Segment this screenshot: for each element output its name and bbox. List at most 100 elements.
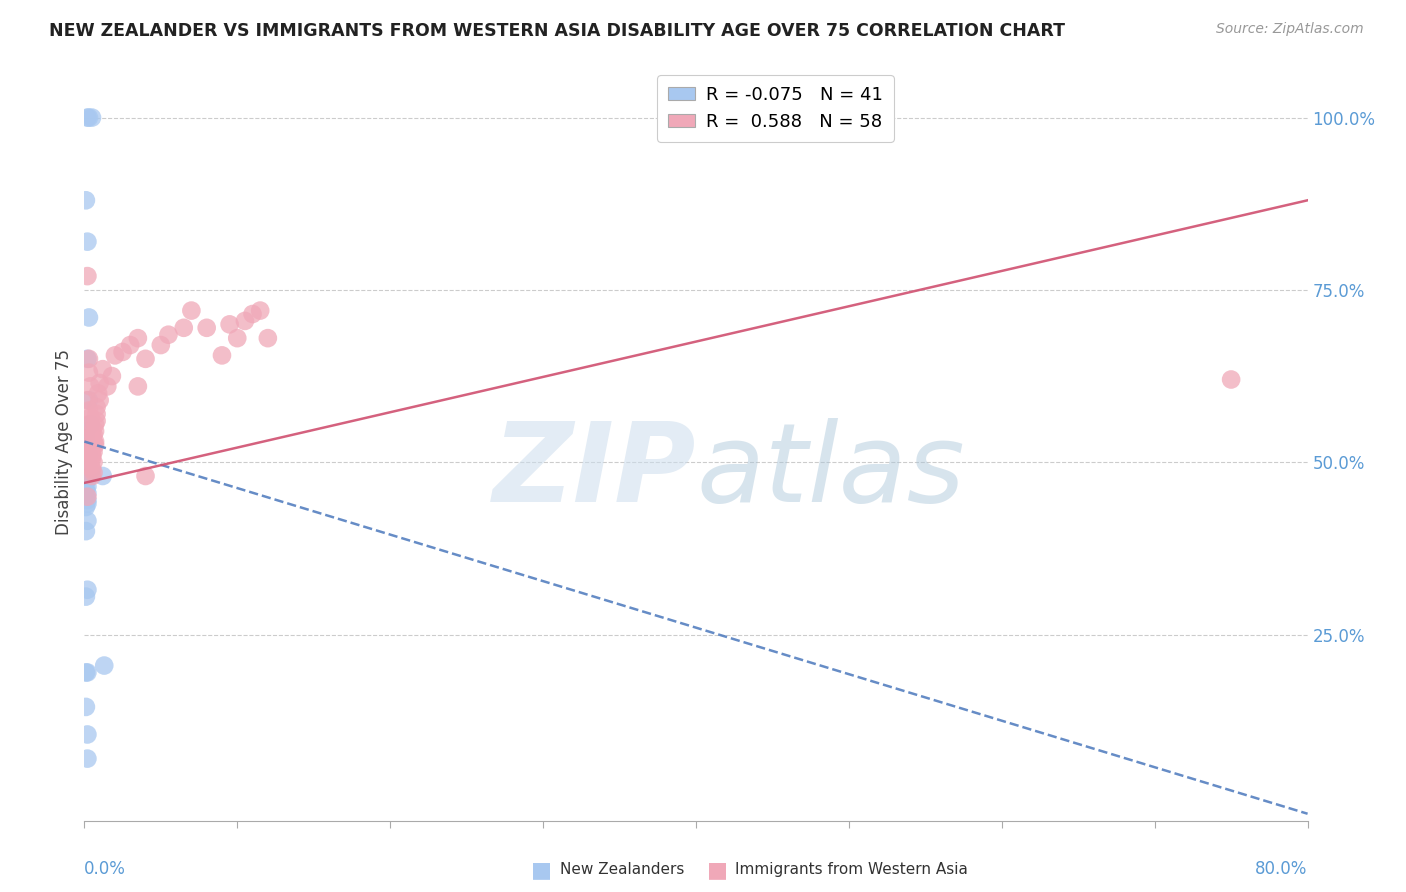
Point xyxy=(76,469,98,483)
Point xyxy=(76,111,98,125)
Point xyxy=(83,427,105,442)
Point xyxy=(76,490,98,504)
Point xyxy=(79,410,101,425)
Point xyxy=(76,473,98,487)
Point xyxy=(257,331,280,345)
Point xyxy=(80,442,103,456)
Point xyxy=(75,194,97,208)
Point xyxy=(75,500,97,514)
Text: NEW ZEALANDER VS IMMIGRANTS FROM WESTERN ASIA DISABILITY AGE OVER 75 CORRELATION: NEW ZEALANDER VS IMMIGRANTS FROM WESTERN… xyxy=(49,22,1066,40)
Point xyxy=(75,490,97,504)
Point xyxy=(242,307,264,321)
Point xyxy=(75,445,97,459)
Point xyxy=(77,310,100,325)
Point xyxy=(84,438,107,452)
Point xyxy=(75,483,97,497)
Point xyxy=(1220,372,1243,386)
Point xyxy=(84,417,107,432)
Point xyxy=(135,469,157,483)
Point xyxy=(76,727,98,741)
Point xyxy=(77,431,100,445)
Point xyxy=(76,582,98,597)
Point xyxy=(180,303,202,318)
Text: 0.0%: 0.0% xyxy=(84,860,127,878)
Point xyxy=(80,111,103,125)
Point xyxy=(226,331,249,345)
Point xyxy=(104,348,127,362)
Point xyxy=(77,393,100,408)
Point xyxy=(157,327,180,342)
Point xyxy=(80,469,103,483)
Point xyxy=(76,458,98,473)
Point xyxy=(80,448,103,462)
Point xyxy=(173,321,195,335)
Point xyxy=(75,466,97,480)
Point xyxy=(233,314,256,328)
Point xyxy=(77,403,100,417)
Point xyxy=(77,366,100,380)
Text: ■: ■ xyxy=(707,860,727,880)
Point xyxy=(89,376,111,390)
Point xyxy=(195,321,218,335)
Text: New Zealanders: New Zealanders xyxy=(560,863,683,877)
Point xyxy=(86,414,108,428)
Text: ZIP: ZIP xyxy=(492,418,696,525)
Point xyxy=(76,751,98,765)
Point xyxy=(76,351,98,366)
Text: 80.0%: 80.0% xyxy=(1256,860,1308,878)
Point xyxy=(91,469,114,483)
Point xyxy=(86,400,108,414)
Point xyxy=(249,303,271,318)
Point xyxy=(127,331,149,345)
Point xyxy=(127,379,149,393)
Point xyxy=(93,658,115,673)
Point xyxy=(77,462,100,476)
Point xyxy=(135,351,157,366)
Point xyxy=(91,362,114,376)
Point xyxy=(79,445,101,459)
Point xyxy=(77,351,100,366)
Point xyxy=(79,417,101,432)
Point xyxy=(83,455,105,469)
Text: ■: ■ xyxy=(531,860,551,880)
Point xyxy=(86,407,108,421)
Point xyxy=(77,448,100,462)
Point xyxy=(87,386,110,401)
Point xyxy=(77,462,100,476)
Point xyxy=(79,438,101,452)
Point xyxy=(76,235,98,249)
Point xyxy=(83,445,105,459)
Point xyxy=(76,451,98,466)
Point xyxy=(75,665,97,680)
Point xyxy=(75,699,97,714)
Point xyxy=(76,665,98,680)
Point xyxy=(77,417,100,432)
Point xyxy=(84,424,107,438)
Legend: R = -0.075   N = 41, R =  0.588   N = 58: R = -0.075 N = 41, R = 0.588 N = 58 xyxy=(657,75,894,142)
Point xyxy=(80,462,103,476)
Point xyxy=(89,393,111,408)
Point xyxy=(75,475,97,490)
Point xyxy=(75,524,97,538)
Point xyxy=(84,434,107,449)
Y-axis label: Disability Age Over 75: Disability Age Over 75 xyxy=(55,349,73,534)
Point xyxy=(80,451,103,466)
Point xyxy=(80,424,103,438)
Point xyxy=(76,486,98,500)
Point xyxy=(149,338,172,352)
Text: Immigrants from Western Asia: Immigrants from Western Asia xyxy=(735,863,969,877)
Point xyxy=(76,514,98,528)
Point xyxy=(80,448,103,462)
Point xyxy=(76,393,98,408)
Point xyxy=(83,434,105,449)
Point xyxy=(111,345,134,359)
Point xyxy=(76,438,98,452)
Text: Source: ZipAtlas.com: Source: ZipAtlas.com xyxy=(1216,22,1364,37)
Point xyxy=(101,369,124,384)
Point xyxy=(77,111,100,125)
Point xyxy=(76,497,98,511)
Point xyxy=(75,590,97,604)
Point xyxy=(76,269,98,284)
Point xyxy=(75,455,97,469)
Point xyxy=(79,458,101,473)
